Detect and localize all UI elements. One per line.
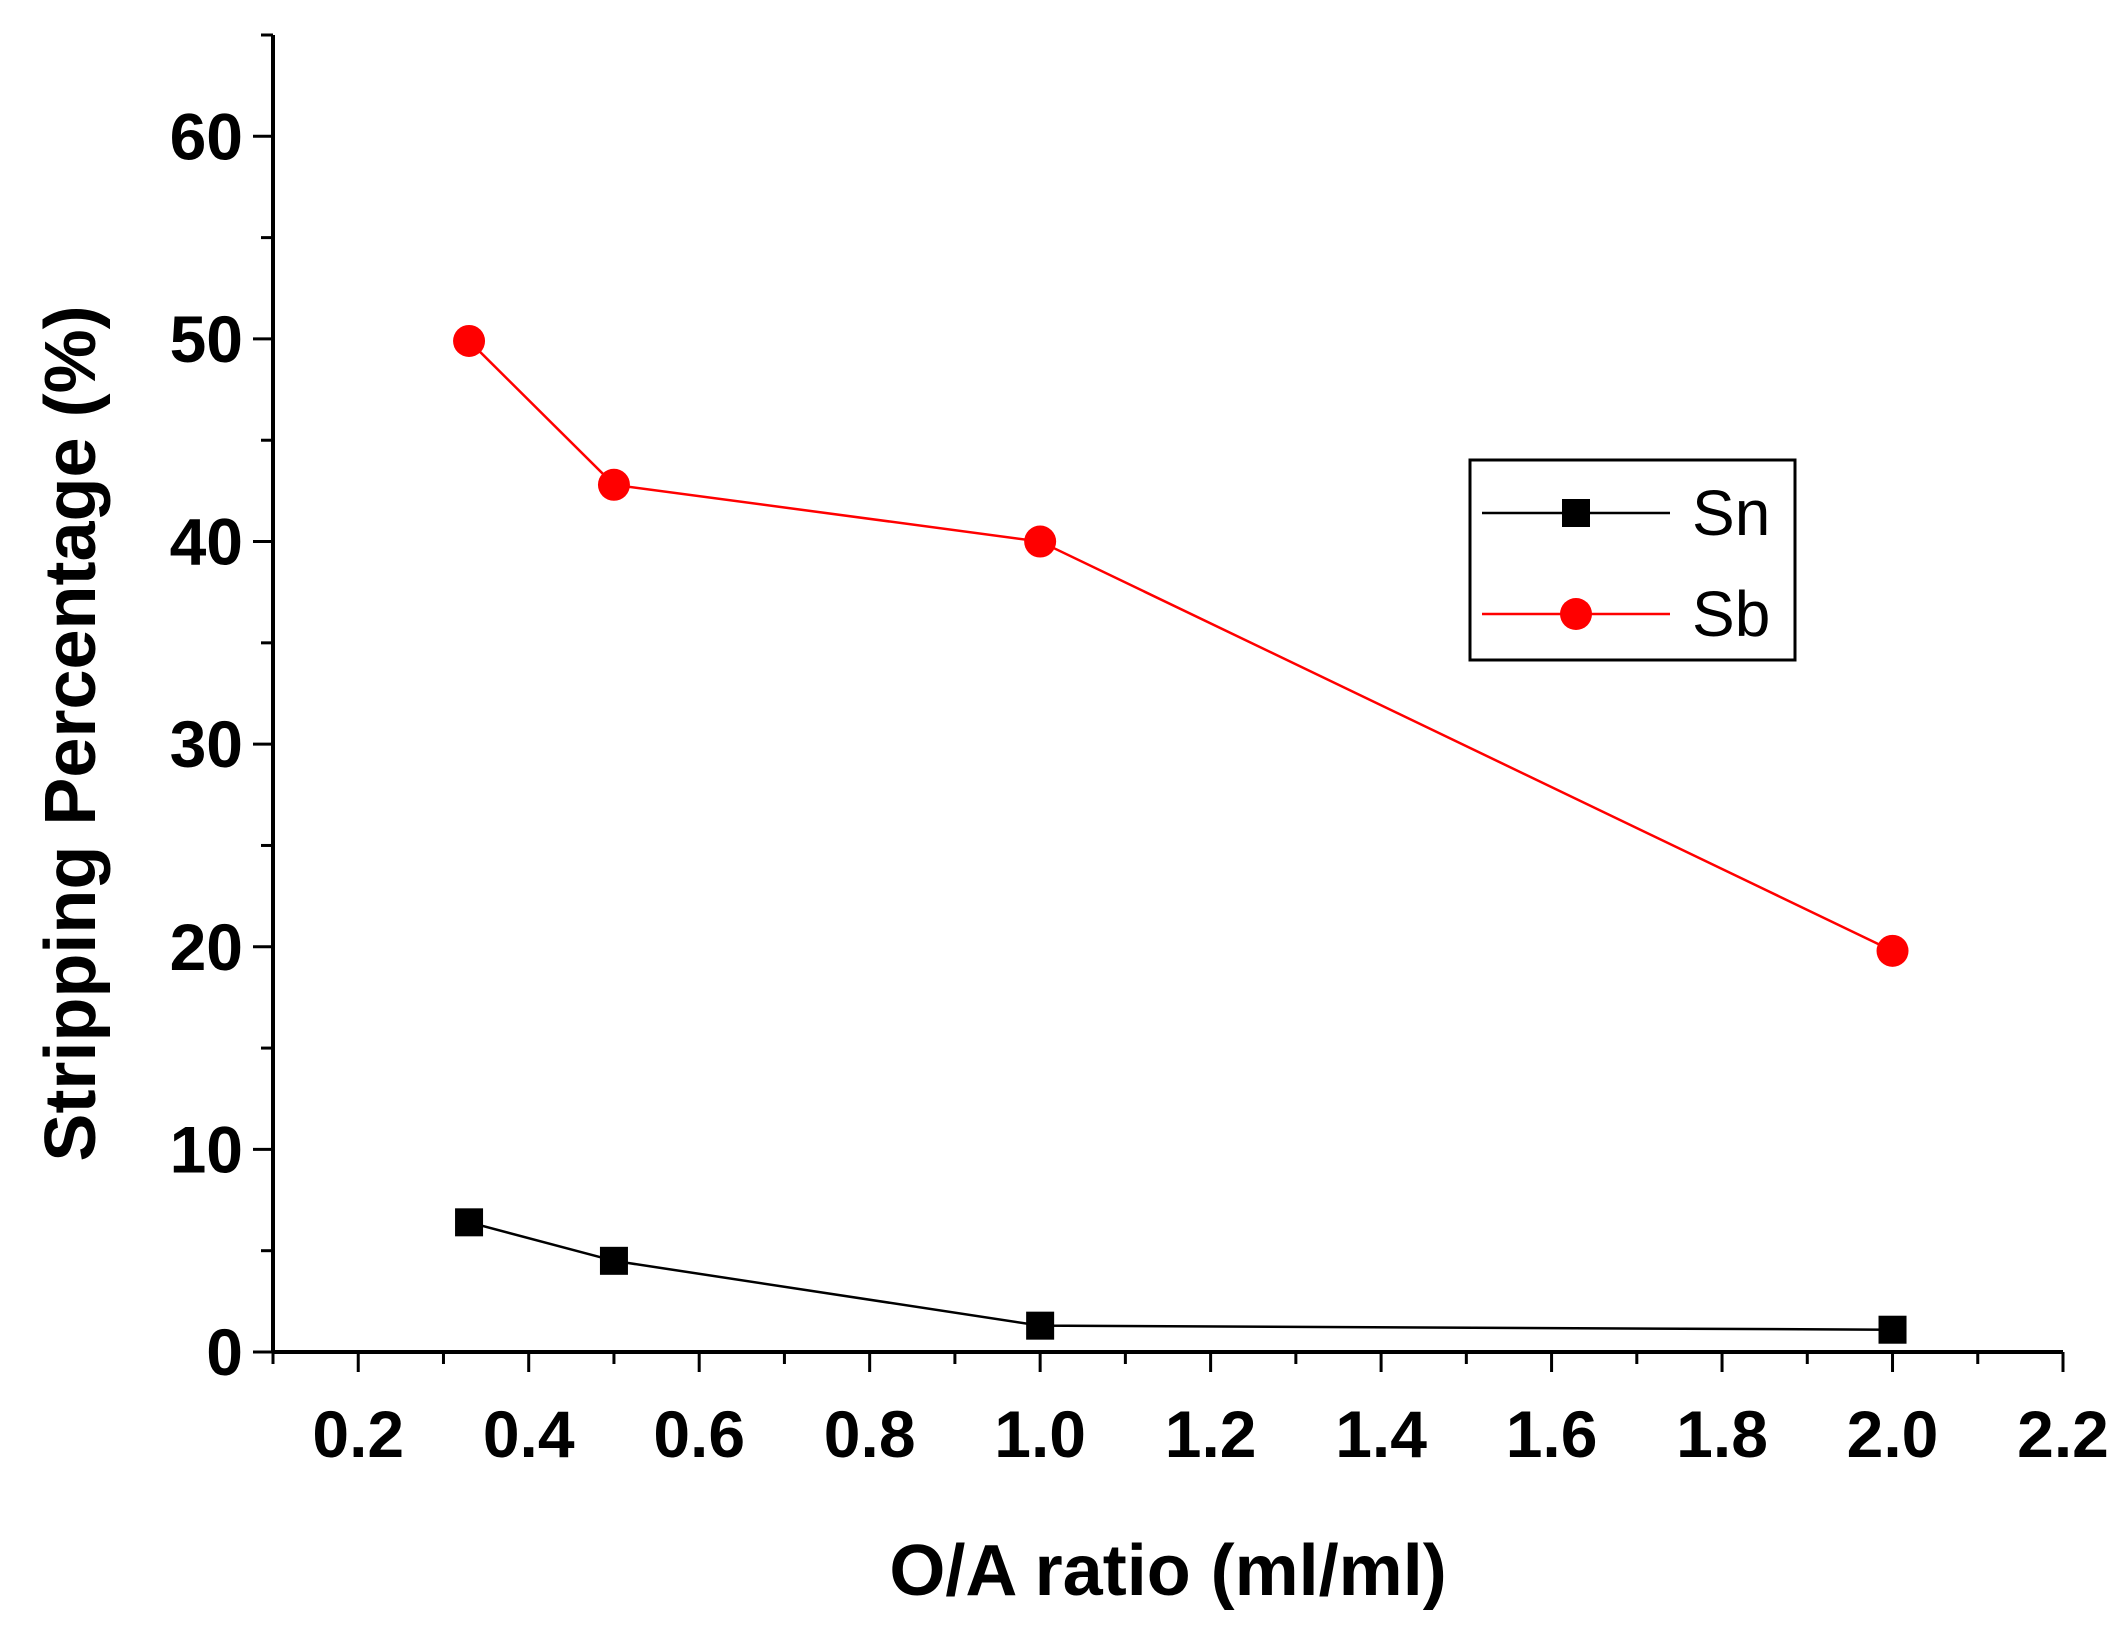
x-tick-label: 2.2 <box>2017 1397 2109 1471</box>
series-sb-line <box>468 340 1894 952</box>
x-tick-label: 1.8 <box>1676 1397 1768 1471</box>
x-tick-label: 0.4 <box>483 1397 575 1471</box>
axes: 0 10 20 30 40 50 60 0.2 0.4 0.6 0.8 1.0 1.2 1.4 1.6 1.8… <box>170 33 2109 1471</box>
y-tick-label: 50 <box>170 302 243 376</box>
series-sn <box>455 1208 1907 1344</box>
series-layer <box>453 324 1909 1344</box>
data-point-sb <box>453 324 486 357</box>
legend-marker-sb <box>1560 598 1592 630</box>
legend-label-sb: Sb <box>1692 578 1770 650</box>
data-point-sb <box>597 468 630 501</box>
data-point-sb <box>1876 934 1909 967</box>
x-tick-label: 0.2 <box>312 1397 404 1471</box>
series-sb <box>453 324 1909 967</box>
x-tick-label: 1.6 <box>1506 1397 1598 1471</box>
x-tick-label: 0.6 <box>653 1397 745 1471</box>
y-tick-label: 60 <box>170 99 243 173</box>
x-tick-label: 1.2 <box>1165 1397 1257 1471</box>
series-sn-line <box>468 1221 1893 1331</box>
data-point-sn <box>1878 1315 1907 1344</box>
data-point-sb <box>1024 525 1057 558</box>
data-point-sn <box>1026 1311 1055 1340</box>
legend: Sn Sb <box>1468 458 1797 662</box>
y-tick-label: 40 <box>170 505 243 579</box>
y-tick-label: 0 <box>206 1315 243 1389</box>
x-tick-label: 1.0 <box>994 1397 1086 1471</box>
y-tick-label: 30 <box>170 707 243 781</box>
legend-box <box>1468 458 1797 662</box>
data-point-sn <box>455 1208 484 1237</box>
data-point-sn <box>599 1246 628 1275</box>
x-tick-label: 2.0 <box>1847 1397 1939 1471</box>
y-axis-title: Stripping Percentage (%) <box>31 305 111 1161</box>
y-tick-label: 10 <box>170 1112 243 1186</box>
x-axis-title: O/A ratio (ml/ml) <box>889 1531 1446 1611</box>
y-tick-label: 20 <box>170 910 243 984</box>
legend-marker-sn <box>1562 499 1590 527</box>
legend-label-sn: Sn <box>1692 477 1770 549</box>
x-tick-label: 0.8 <box>824 1397 916 1471</box>
x-tick-label: 1.4 <box>1335 1397 1427 1471</box>
